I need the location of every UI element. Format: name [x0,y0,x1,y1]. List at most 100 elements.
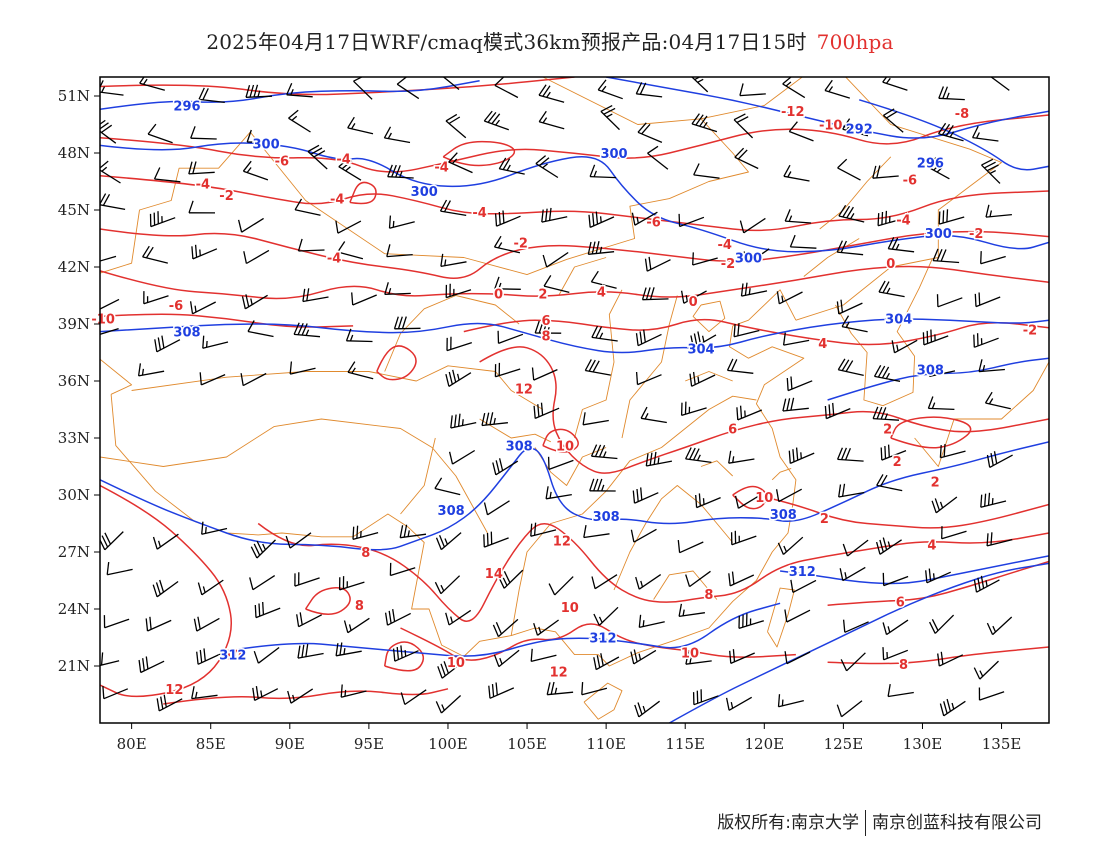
wind-barb-feather [302,288,306,302]
wind-barb-feather [341,160,353,170]
wind-barb-feather [493,654,500,667]
temperature-label: -2 [721,257,735,272]
wind-barb-feather [189,301,194,314]
temperature-label: -12 [781,105,805,120]
wind-barb-feather [141,368,145,376]
wind-barb [979,691,1005,701]
wind-barb-feather [533,522,537,536]
wind-barb-feather [837,358,846,371]
wind-barb-feather [696,454,701,461]
lat-tick-label: 33N [58,429,90,447]
wind-barb-feather [194,244,198,258]
height-label: 308 [506,440,533,455]
wind-barb-feather [640,487,643,501]
wind-barb-feather [448,371,453,385]
wind-barb-feather [583,524,587,538]
wind-barb-feather [499,657,503,665]
wind-barb-feather [202,335,205,349]
wind-barb-feather [542,254,548,268]
wind-barb-feather [936,167,943,173]
wind-barb-feather [299,612,303,626]
wind-barb [103,688,129,700]
wind-barb-feather [992,625,997,633]
wind-barb-feather [597,79,607,91]
wind-barb-feather [932,248,939,261]
wind-barb-feather [876,474,884,486]
wind-barb-feather [649,287,655,300]
wind-barb-feather [937,122,947,135]
lon-tick-label: 80E [117,735,147,753]
wind-barb [837,167,861,181]
wind-barb-feather [155,582,161,595]
height-label: 304 [885,312,912,327]
wind-barb-feather [640,406,648,419]
temperature-label: -10 [819,119,843,134]
wind-barb-feather [647,145,659,154]
title-main: 2025年04月17日WRF/cmaq模式36km预报产品:04月17日15时 [206,30,807,54]
wind-barb-feather [487,111,497,123]
wind-barb-feather [461,419,464,426]
wind-barb-feather [895,243,900,250]
lon-tick-label: 120E [745,735,785,753]
wind-barb-feather [973,579,978,593]
wind-barb-feather [795,447,799,461]
height-label: 312 [589,632,616,647]
wind-barb [543,285,570,294]
wind-barb-feather [542,320,548,334]
wind-barb-feather [978,292,981,306]
wind-barb-feather [740,283,744,297]
wind-barb-feather [781,699,784,706]
wind-barb-feather [345,328,352,342]
wind-barb-feather [386,244,391,257]
wind-barb-feather [636,488,639,502]
wind-barb [844,621,869,633]
wind-barb-feather [351,292,354,306]
wind-barb-feather [593,657,597,670]
wind-barb-feather [452,369,457,383]
temperature-label: 0 [689,295,698,310]
wind-barb-feather [157,337,162,351]
wind-barb-feather [347,116,355,129]
wind-barb-feather [495,119,501,126]
wind-barb-feather [237,219,243,233]
wind-barb-feather [591,325,599,338]
temperature-label: 10 [556,440,574,455]
wind-barb-feather [685,294,688,302]
boundary-line [692,300,726,333]
wind-barb-feather [197,582,203,595]
lon-tick-label: 90E [275,735,305,753]
wind-barb-feather [253,650,260,664]
wind-barb-feather [495,622,502,635]
boundary-line [700,460,734,477]
wind-barb-feather [649,452,653,466]
wind-barb [353,80,373,100]
wind-barb-feather [205,340,208,348]
wind-barb-feather [495,460,500,473]
wind-barb [494,84,519,99]
wind-barb-feather [531,367,535,381]
wind-barb-feather [157,540,162,548]
wind-barb [689,570,711,588]
wind-barb-feather [100,124,113,134]
wind-barb-feather [595,241,600,254]
wind-barb-feather [932,573,935,580]
wind-barb [498,333,524,345]
wind-barb-feather [448,451,454,465]
wind-barb-feather [875,541,881,555]
height-label: 312 [789,565,816,580]
wind-barb-feather [258,603,261,617]
wind-barb-feather [877,213,880,226]
height-isoline [226,602,781,657]
wind-barb-feather [786,398,791,411]
wind-barb-feather [981,158,994,166]
wind-barb-feather [506,164,511,171]
wind-barb-feather [351,123,356,130]
temperature-label: 4 [927,538,936,553]
temperature-label: -2 [1023,324,1037,339]
temperature-label: -4 [434,160,448,175]
wind-barb [637,374,662,386]
wind-barb-feather [294,198,303,211]
map-frame [99,76,1050,724]
wind-barb-feather [337,241,346,253]
wind-barb-feather [885,77,891,84]
